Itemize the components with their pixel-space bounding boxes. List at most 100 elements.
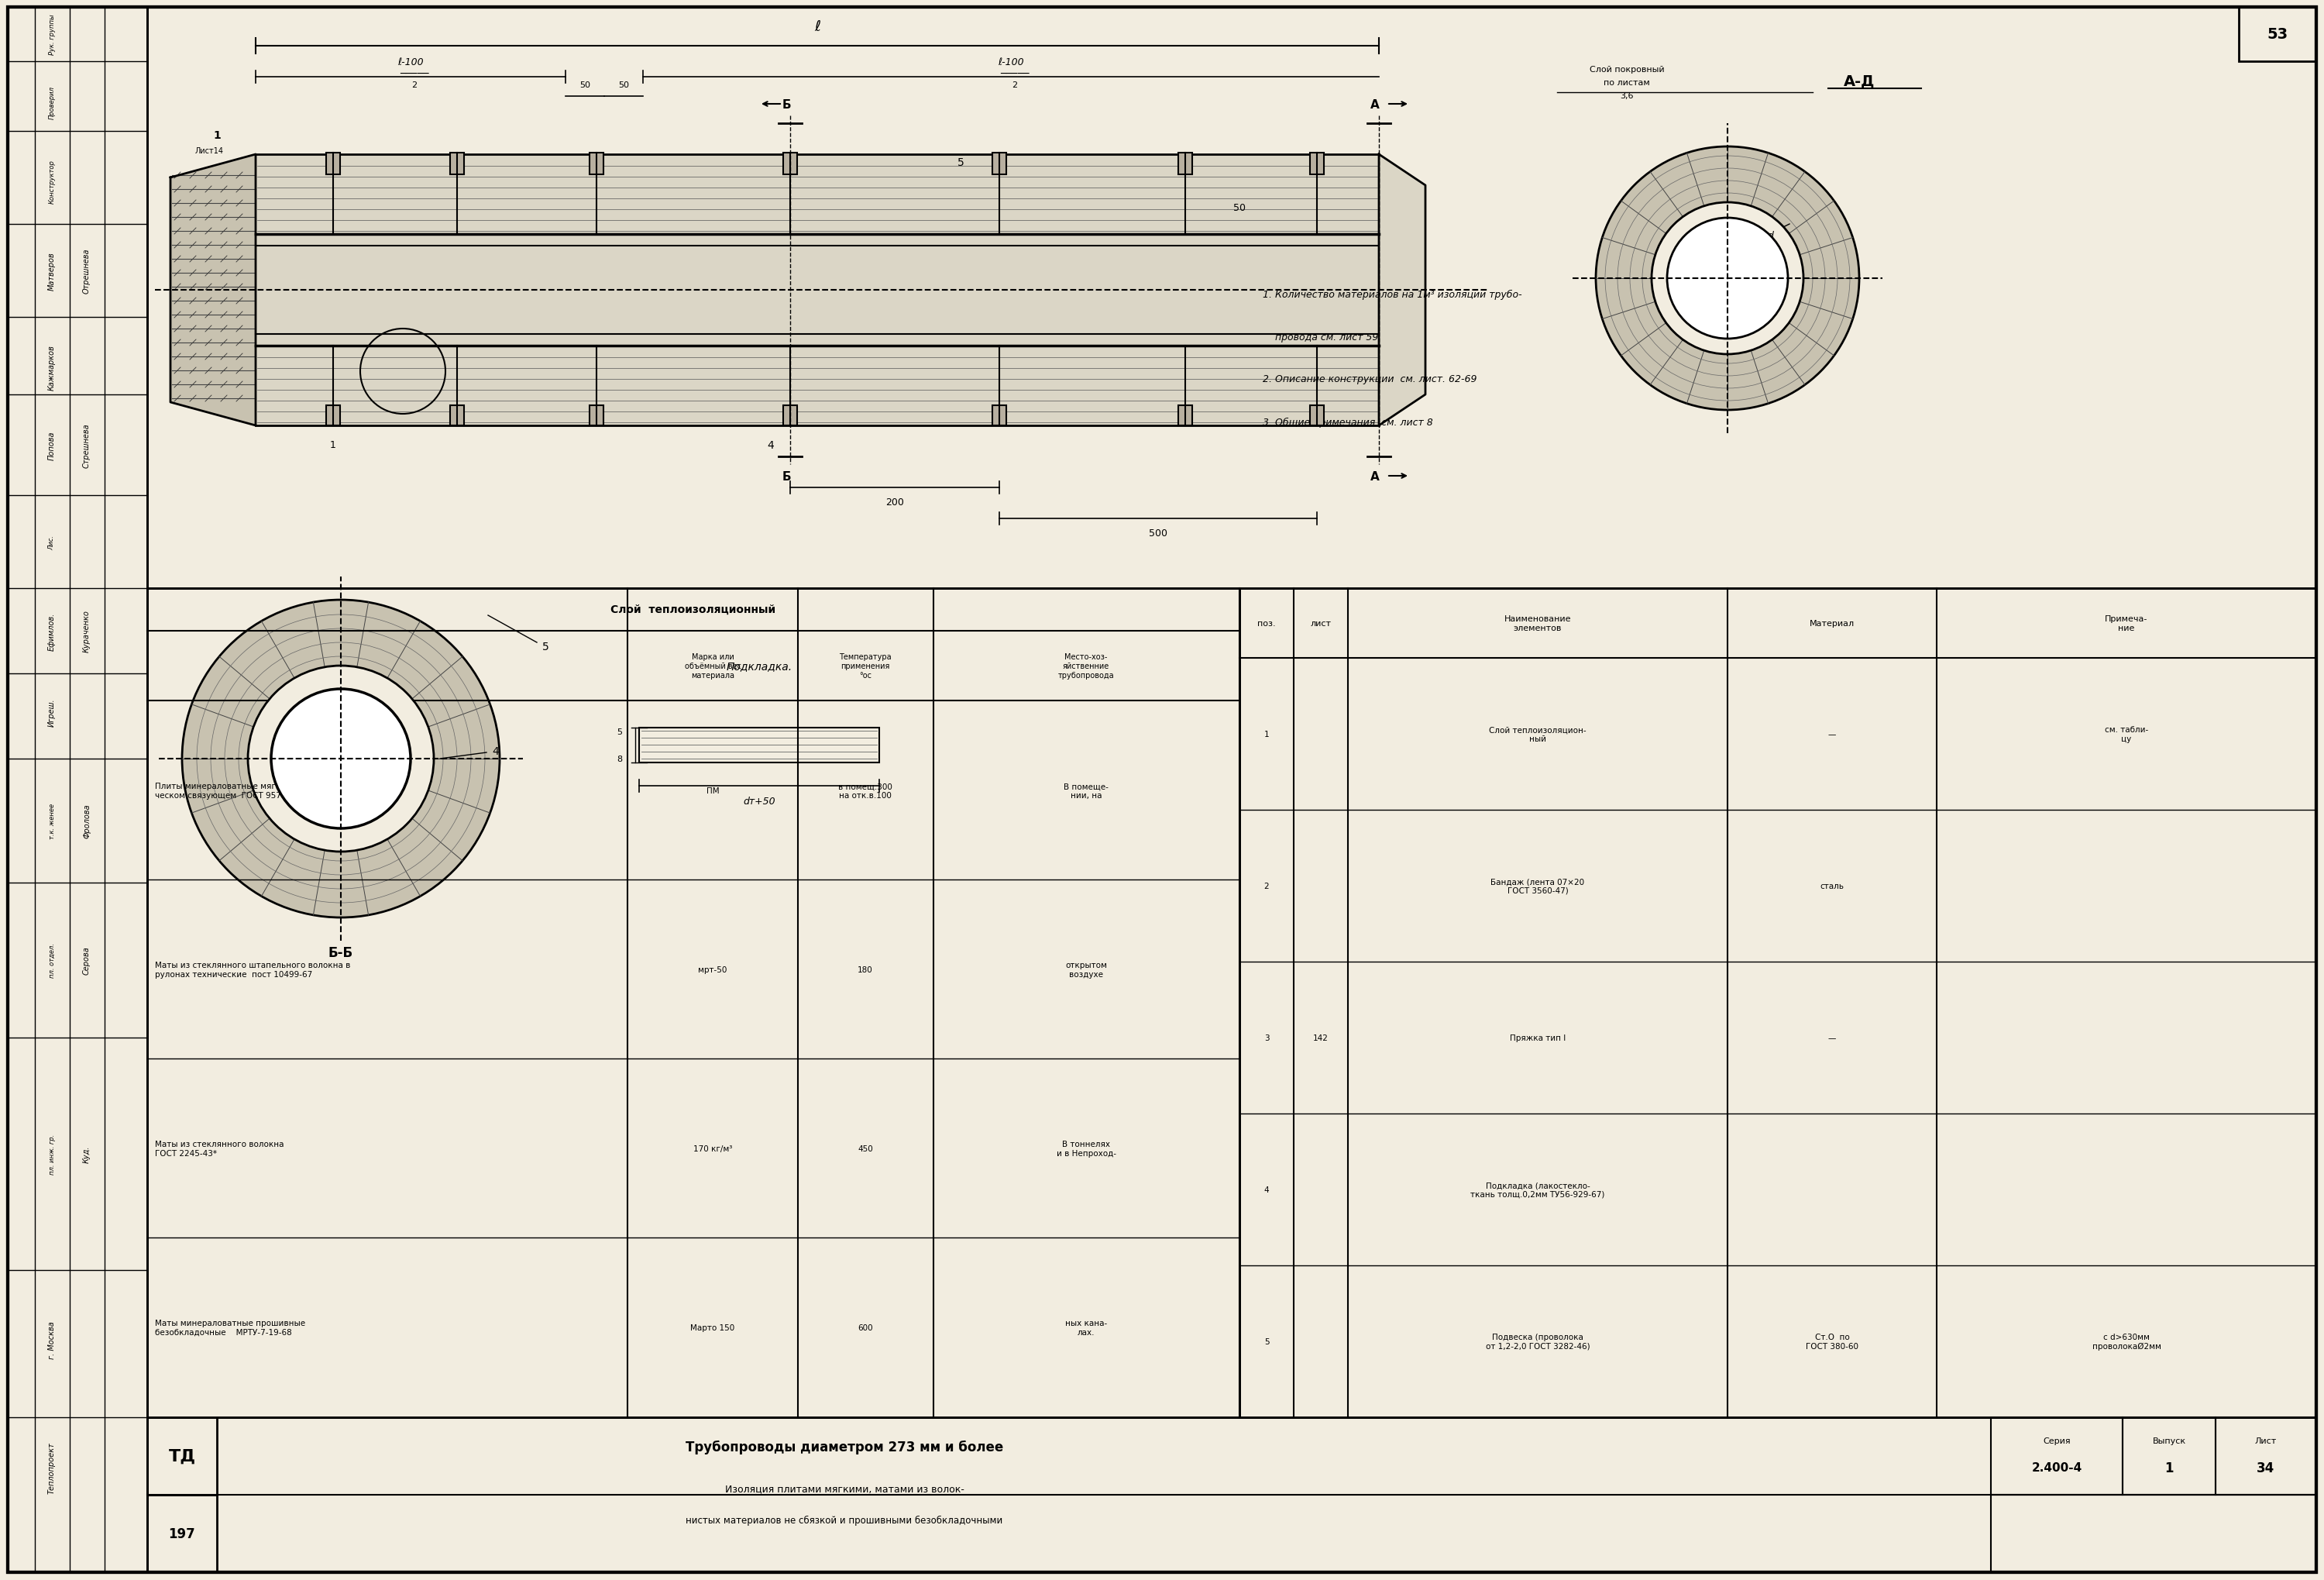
Bar (451, 153, 465, 175)
Text: Ст.О  по
ГОСТ 380-60: Ст.О по ГОСТ 380-60 (1806, 1334, 1859, 1349)
Text: 2.400-4: 2.400-4 (2031, 1462, 2082, 1474)
Circle shape (1666, 218, 1787, 340)
Text: 53: 53 (2266, 27, 2289, 43)
Circle shape (272, 689, 411, 830)
Text: 450: 450 (858, 1145, 874, 1152)
Text: ℓ: ℓ (813, 19, 820, 35)
Text: Материал: Материал (1810, 619, 1855, 627)
Text: 5: 5 (541, 641, 548, 653)
Text: В помеще-
нии, на: В помеще- нии, на (1064, 782, 1109, 799)
Text: ПМ: ПМ (706, 787, 718, 795)
Text: 34: 34 (2257, 1462, 2275, 1474)
Text: 2. Описание конструкции  см. лист. 62-69: 2. Описание конструкции см. лист. 62-69 (1262, 374, 1478, 384)
Text: А-Д: А-Д (1843, 74, 1875, 88)
Text: 2: 2 (1264, 882, 1269, 890)
Text: Б: Б (781, 471, 790, 482)
Text: Марто 150: Марто 150 (690, 1324, 734, 1332)
Text: 50: 50 (1234, 202, 1246, 213)
Text: 1: 1 (1264, 730, 1269, 738)
Text: Пряжка тип I: Пряжка тип I (1511, 1033, 1566, 1041)
Text: 3. Общие примечания  см. лист 8: 3. Общие примечания см. лист 8 (1262, 417, 1434, 427)
Text: А: А (1371, 471, 1380, 482)
Bar (590, 406, 604, 427)
Text: Слой  теплоизоляционный: Слой теплоизоляционный (611, 604, 776, 615)
Text: 1: 1 (2164, 1462, 2173, 1474)
Text: открытом
воздухе: открытом воздухе (1064, 961, 1106, 978)
Bar (783, 153, 797, 175)
Text: Отрешнева: Отрешнева (84, 248, 91, 294)
Text: см. табли-
цу: см. табли- цу (2106, 725, 2147, 743)
Circle shape (249, 667, 435, 852)
Text: Теплопроект: Теплопроект (49, 1443, 56, 1493)
Text: Фролова: Фролова (84, 804, 91, 839)
Text: 8: 8 (616, 755, 623, 763)
Text: мрт-50: мрт-50 (697, 965, 727, 973)
Text: Лис.: Лис. (49, 534, 56, 550)
Bar (146, 1417, 2317, 1572)
Text: Б: Б (781, 98, 790, 111)
Text: Подкладка (лакостекло-
ткань толщ.0,2мм ТУ56-929-67): Подкладка (лакостекло- ткань толщ.0,2мм … (1471, 1182, 1606, 1198)
Bar (2215, 1417, 2317, 1495)
Text: Изоляция плитами мягкими, матами из волок-: Изоляция плитами мягкими, матами из воло… (725, 1484, 964, 1493)
Text: 600: 600 (858, 1324, 874, 1332)
Text: нистых материалов не сбязкой и прошивными безобкладочными: нистых материалов не сбязкой и прошивным… (686, 1515, 1004, 1525)
Text: Кажмарков: Кажмарков (49, 344, 56, 390)
Text: Наименование
элементов: Наименование элементов (1504, 615, 1571, 632)
Text: 3,6: 3,6 (1620, 92, 1634, 100)
Text: Игреш.: Игреш. (49, 698, 56, 727)
Text: 50: 50 (579, 81, 590, 88)
Text: 2: 2 (1011, 81, 1018, 88)
Circle shape (1652, 202, 1803, 356)
Bar (146, 8, 2317, 1417)
Polygon shape (170, 155, 256, 427)
Text: Примеча-
ние: Примеча- ние (2106, 615, 2147, 632)
Bar (146, 1417, 216, 1495)
Bar (2122, 1417, 2215, 1495)
Text: Лист14: Лист14 (195, 147, 223, 155)
Text: 1. Количество материалов на 1м³ изоляции трубо-: 1. Количество материалов на 1м³ изоляции… (1262, 289, 1522, 299)
Text: Стрешнева: Стрешнева (84, 423, 91, 468)
Bar (146, 589, 1239, 1417)
Text: ─────: ───── (999, 68, 1030, 79)
Bar (325, 406, 339, 427)
Text: Серия: Серия (2043, 1436, 2071, 1444)
Bar (1311, 406, 1325, 427)
Text: Маты из стеклянного штапельного волокна в
рулонах технические  пост 10499-67: Маты из стеклянного штапельного волокна … (156, 961, 351, 978)
Text: т.к. женее: т.к. женее (49, 803, 56, 839)
Text: Марка или
объёмный вес
материала: Марка или объёмный вес материала (686, 653, 741, 679)
Bar (1992, 1417, 2122, 1495)
Text: Кураченко: Кураченко (84, 610, 91, 653)
Text: Подкладка.: Подкладка. (725, 660, 792, 672)
Text: 180: 180 (858, 965, 874, 973)
Text: провода см. лист 59: провода см. лист 59 (1262, 332, 1378, 341)
Text: Подвеска (проволока
от 1,2-2,0 ГОСТ 3282-46): Подвеска (проволока от 1,2-2,0 ГОСТ 3282… (1485, 1334, 1590, 1349)
Text: 142: 142 (1313, 1033, 1329, 1041)
Bar (783, 406, 797, 427)
Text: сталь: сталь (1820, 882, 1845, 890)
Text: Куд.: Куд. (84, 1145, 91, 1163)
Bar (1311, 153, 1325, 175)
Text: d: d (1766, 231, 1773, 242)
Text: Плиты минераловатные мягкие на синтети-
ческом связующем  ГОСТ 9573 -66%: Плиты минераловатные мягкие на синтети- … (156, 782, 344, 799)
Text: Маты минераловатные прошивные
безобкладочные    МРТУ-7-19-68: Маты минераловатные прошивные безобкладо… (156, 1319, 304, 1335)
Text: 1: 1 (330, 441, 337, 450)
Text: по листам: по листам (1604, 79, 1650, 87)
Text: 4: 4 (767, 439, 774, 450)
Text: 5: 5 (1264, 1338, 1269, 1345)
Text: Температура
применения
°ос: Температура применения °ос (839, 653, 892, 679)
Text: Матверов: Матверов (49, 251, 56, 291)
Text: Бандаж (лента 07×20
ГОСТ 3560-47): Бандаж (лента 07×20 ГОСТ 3560-47) (1490, 877, 1585, 894)
Text: 200: 200 (885, 496, 904, 507)
Text: Слой теплоизоляцион-
ный: Слой теплоизоляцион- ный (1490, 725, 1587, 743)
Text: Трубопроводы диаметром 273 мм и более: Трубопроводы диаметром 273 мм и более (686, 1439, 1004, 1454)
Text: Б-Б: Б-Б (328, 946, 353, 959)
Polygon shape (1378, 155, 1425, 427)
Circle shape (181, 600, 500, 918)
Text: 3: 3 (1264, 1033, 1269, 1041)
Text: 5: 5 (957, 158, 964, 167)
Bar (325, 153, 339, 175)
Bar (146, 1495, 216, 1572)
Text: ─────: ───── (400, 68, 430, 79)
Text: Попова: Попова (49, 431, 56, 460)
Text: 2: 2 (411, 81, 418, 88)
